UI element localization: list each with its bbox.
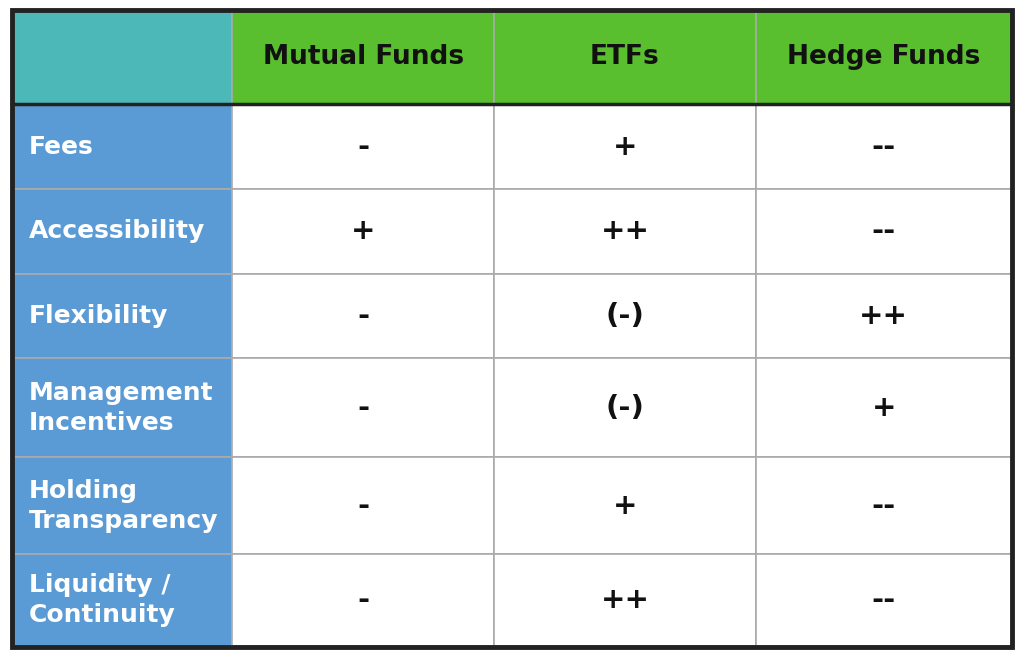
Text: ++: ++ [859,302,908,330]
Text: Management
Incentives: Management Incentives [29,381,213,435]
Text: --: -- [871,133,896,160]
Text: +: + [612,491,637,520]
FancyBboxPatch shape [494,104,756,189]
FancyBboxPatch shape [12,554,232,646]
Text: ++: ++ [600,586,649,614]
FancyBboxPatch shape [494,359,756,457]
FancyBboxPatch shape [12,10,232,104]
Text: Hedge Funds: Hedge Funds [787,44,980,70]
FancyBboxPatch shape [232,359,494,457]
FancyBboxPatch shape [494,457,756,554]
FancyBboxPatch shape [494,189,756,274]
Text: Mutual Funds: Mutual Funds [262,44,464,70]
FancyBboxPatch shape [232,554,494,646]
Text: +: + [612,133,637,160]
FancyBboxPatch shape [12,274,232,359]
FancyBboxPatch shape [756,457,1012,554]
FancyBboxPatch shape [232,104,494,189]
FancyBboxPatch shape [494,554,756,646]
FancyBboxPatch shape [232,189,494,274]
FancyBboxPatch shape [756,104,1012,189]
Text: (-): (-) [605,394,644,422]
Text: Flexibility: Flexibility [29,304,168,328]
FancyBboxPatch shape [12,359,232,457]
Text: -: - [357,302,369,330]
Text: Accessibility: Accessibility [29,219,205,243]
Text: ++: ++ [600,217,649,245]
Text: --: -- [871,491,896,520]
Text: Liquidity /
Continuity: Liquidity / Continuity [29,573,175,627]
Text: +: + [871,394,896,422]
Text: -: - [357,491,369,520]
Text: +: + [351,217,376,245]
Text: -: - [357,586,369,614]
FancyBboxPatch shape [12,457,232,554]
FancyBboxPatch shape [756,10,1012,104]
Text: (-): (-) [605,302,644,330]
Text: --: -- [871,217,896,245]
FancyBboxPatch shape [232,10,494,104]
FancyBboxPatch shape [756,554,1012,646]
Text: Fees: Fees [29,135,93,158]
FancyBboxPatch shape [756,189,1012,274]
Text: Holding
Transparency: Holding Transparency [29,479,218,533]
FancyBboxPatch shape [12,104,232,189]
Text: ETFs: ETFs [590,44,659,70]
FancyBboxPatch shape [494,274,756,359]
FancyBboxPatch shape [232,457,494,554]
FancyBboxPatch shape [494,10,756,104]
Text: --: -- [871,586,896,614]
FancyBboxPatch shape [12,189,232,274]
FancyBboxPatch shape [232,274,494,359]
FancyBboxPatch shape [756,359,1012,457]
Text: -: - [357,133,369,160]
Text: -: - [357,394,369,422]
FancyBboxPatch shape [756,274,1012,359]
